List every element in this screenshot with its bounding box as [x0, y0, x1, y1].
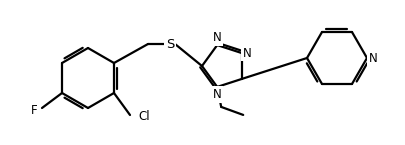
Text: N: N: [368, 51, 377, 65]
Text: Cl: Cl: [138, 110, 149, 124]
Text: N: N: [242, 47, 251, 60]
Text: N: N: [212, 31, 221, 44]
Text: S: S: [165, 38, 174, 50]
Text: N: N: [212, 88, 221, 101]
Text: F: F: [31, 104, 38, 116]
